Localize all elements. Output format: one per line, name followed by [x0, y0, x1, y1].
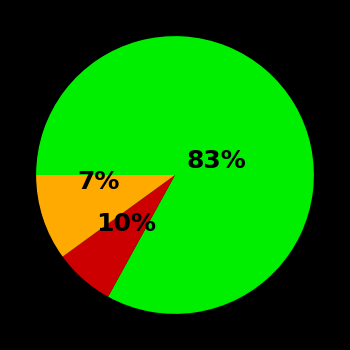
- Text: 10%: 10%: [96, 212, 156, 236]
- Wedge shape: [63, 175, 175, 297]
- Text: 7%: 7%: [77, 170, 120, 194]
- Text: 83%: 83%: [187, 149, 246, 173]
- Wedge shape: [36, 175, 175, 257]
- Wedge shape: [36, 36, 314, 314]
